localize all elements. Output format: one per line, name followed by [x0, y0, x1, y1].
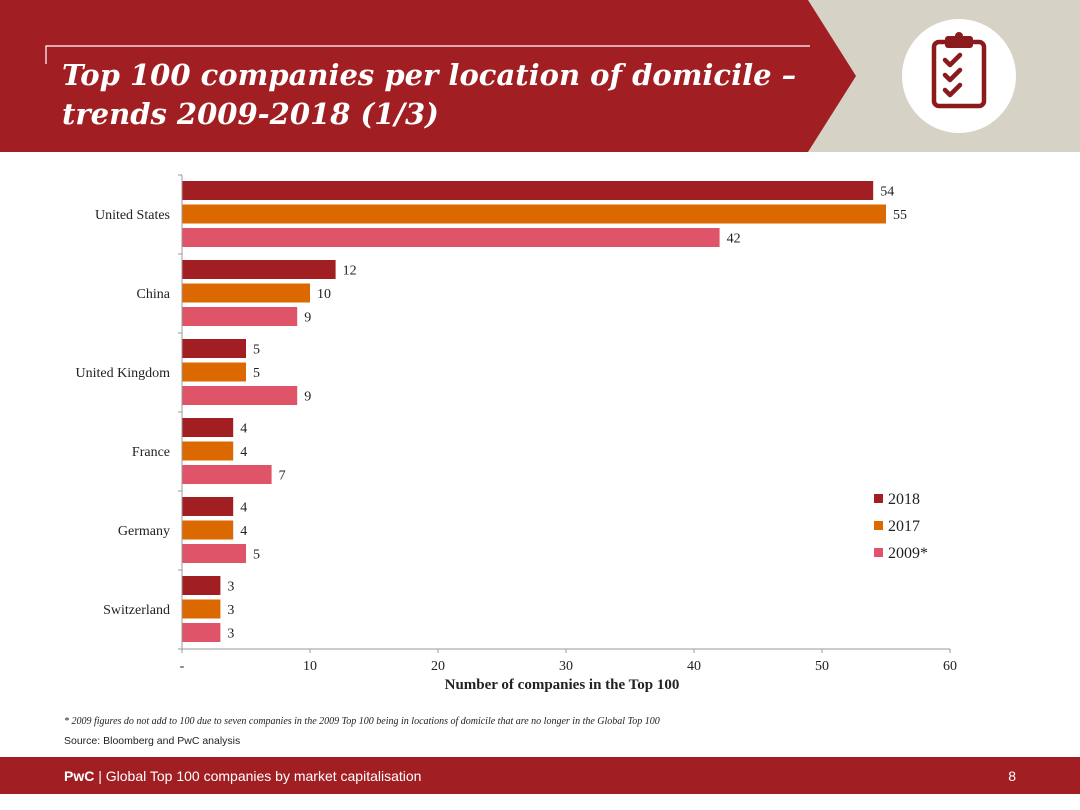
bar: [182, 520, 234, 540]
data-label: 12: [343, 264, 357, 279]
bar: [182, 576, 221, 595]
x-tick-label: 10: [303, 659, 317, 674]
data-label: 4: [240, 524, 247, 539]
x-tick-label: 60: [943, 659, 957, 674]
bar: [182, 339, 246, 358]
data-label: 9: [304, 390, 311, 405]
legend-label: 2017: [888, 518, 920, 535]
bar: [182, 623, 221, 642]
chart-legend: 2018 2017 2009*: [874, 491, 928, 562]
footer-title: Global Top 100 companies by market capit…: [105, 768, 422, 784]
data-label: 10: [317, 287, 331, 302]
bar: [182, 181, 874, 200]
x-tick-label: 50: [815, 659, 829, 674]
page-title: Top 100 companies per location of domici…: [62, 56, 822, 134]
legend-swatch: [874, 548, 883, 557]
bar: [182, 260, 336, 279]
data-label: 4: [240, 422, 247, 437]
x-tick-label: 20: [431, 659, 445, 674]
chart-bars: [182, 181, 886, 642]
data-label: 55: [893, 208, 907, 223]
data-label: 3: [227, 580, 234, 595]
bar: [182, 362, 246, 382]
footer-brand: PwC: [64, 768, 95, 784]
footer-text: PwC | Global Top 100 companies by market…: [64, 768, 421, 784]
data-label: 4: [240, 445, 247, 460]
legend-label: 2018: [888, 491, 920, 508]
bar: [182, 307, 298, 326]
data-label: 5: [253, 548, 260, 563]
x-tick-label: 40: [687, 659, 701, 674]
category-label: United States: [95, 208, 170, 223]
page-title-line-2: trends 2009-2018 (1/3): [62, 97, 439, 131]
source-note: Source: Bloomberg and PwC analysis: [64, 735, 241, 747]
x-tick-label: 30: [559, 659, 573, 674]
header-band: [0, 0, 1080, 152]
x-axis-title: Number of companies in the Top 100: [445, 677, 680, 693]
bar: [182, 204, 886, 224]
header-rule: [45, 45, 810, 64]
page-number: 8: [1008, 768, 1016, 784]
footer-separator: |: [94, 768, 106, 784]
chart-axes: [178, 174, 951, 653]
category-label: Germany: [118, 524, 170, 539]
data-label: 5: [253, 343, 260, 358]
page-title-line-1: Top 100 companies per location of domici…: [62, 58, 797, 92]
bar: [182, 497, 234, 516]
category-label: China: [137, 287, 171, 302]
chart-footnote: * 2009 figures do not add to 100 due to …: [64, 716, 660, 727]
category-label: Switzerland: [103, 603, 170, 618]
data-label: 9: [304, 311, 311, 326]
data-label: 42: [727, 232, 741, 247]
data-label: 7: [279, 469, 286, 484]
data-label: 4: [240, 501, 247, 516]
data-label: 3: [227, 627, 234, 642]
legend-swatch: [874, 521, 883, 530]
bar: [182, 441, 234, 461]
category-label: United Kingdom: [76, 366, 171, 381]
category-label: France: [132, 445, 170, 460]
data-label: 5: [253, 366, 260, 381]
clipboard-checklist-icon: [902, 19, 1016, 133]
legend-label: 2009*: [888, 545, 928, 562]
bar: [182, 418, 234, 437]
header-red-band: [0, 0, 856, 152]
bar: [182, 599, 221, 619]
bar: [182, 544, 246, 563]
footer-bar: PwC | Global Top 100 companies by market…: [0, 757, 1080, 794]
x-tick-label: -: [180, 659, 185, 674]
bar: [182, 228, 720, 247]
bar: [182, 465, 272, 484]
data-label: 3: [227, 603, 234, 618]
bar: [182, 283, 310, 303]
bar: [182, 386, 298, 405]
legend-swatch: [874, 494, 883, 503]
data-label: 54: [880, 185, 894, 200]
